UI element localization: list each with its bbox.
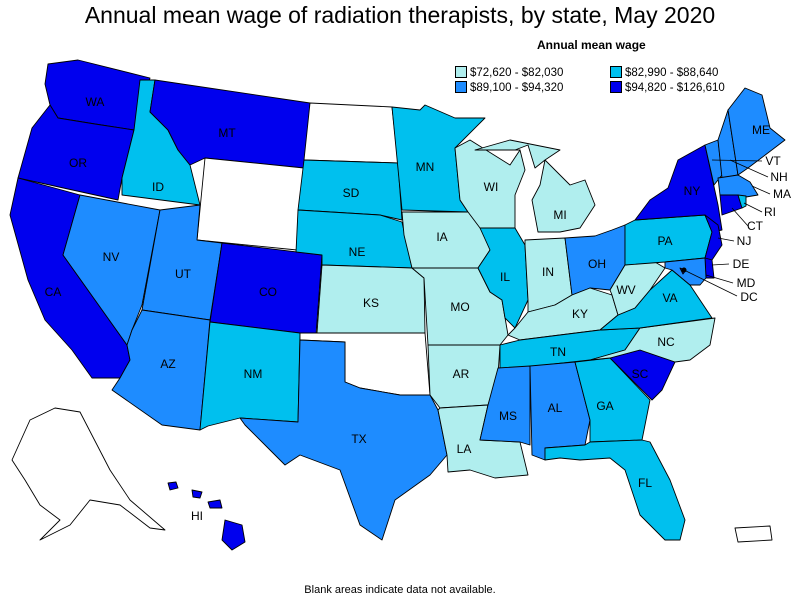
state-mn[interactable] (391, 104, 486, 213)
label-nj: NJ (737, 234, 752, 248)
label-hi: HI (191, 509, 203, 523)
label-nc: NC (657, 335, 675, 349)
label-or: OR (69, 156, 87, 170)
label-ne: NE (349, 245, 366, 259)
label-ct: CT (747, 219, 764, 233)
label-in: IN (542, 265, 554, 279)
label-il: IL (500, 270, 510, 284)
state-me[interactable] (727, 87, 786, 176)
label-dc: DC (740, 290, 758, 304)
state-hi[interactable] (167, 481, 246, 551)
label-mi: MI (553, 208, 566, 222)
label-ri: RI (764, 205, 776, 219)
state-nc[interactable] (589, 317, 716, 363)
state-wi[interactable] (454, 139, 526, 229)
label-de: DE (733, 257, 750, 271)
label-ma: MA (773, 187, 791, 201)
label-vt: VT (765, 154, 781, 168)
state-il[interactable] (477, 227, 529, 329)
label-nv: NV (103, 250, 120, 264)
label-ia: IA (436, 230, 447, 244)
legend-swatch (610, 81, 622, 93)
label-va: VA (662, 291, 677, 305)
label-ky: KY (572, 307, 588, 321)
legend-label: $72,620 - $82,030 (470, 67, 564, 79)
legend-swatch (610, 66, 622, 78)
label-sd: SD (343, 186, 360, 200)
label-az: AZ (160, 357, 175, 371)
legend-title: Annual mean wage (537, 38, 646, 52)
label-la: LA (457, 442, 472, 456)
label-wv: WV (616, 283, 635, 297)
dc-marker (681, 267, 687, 273)
label-me: ME (752, 123, 770, 137)
state-pr[interactable] (734, 525, 773, 543)
state-wv[interactable] (609, 261, 666, 316)
label-ut: UT (175, 267, 192, 281)
legend-item: $94,820 - $126,610 (610, 81, 725, 95)
state-wy[interactable] (196, 157, 305, 251)
label-mt: MT (218, 126, 236, 140)
legend-label: $89,100 - $94,320 (470, 82, 564, 94)
state-tx[interactable] (239, 339, 448, 541)
label-nh: NH (770, 170, 787, 184)
state-fl[interactable] (544, 439, 686, 541)
legend-swatch (455, 81, 467, 93)
label-ar: AR (453, 367, 470, 381)
state-nd[interactable] (303, 102, 399, 164)
state-ri[interactable] (737, 194, 747, 209)
label-nm: NM (244, 367, 263, 381)
state-ak[interactable] (11, 407, 166, 541)
state-mi[interactable] (474, 139, 596, 233)
footnote: Blank areas indicate data not available. (304, 584, 496, 596)
label-ks: KS (363, 296, 379, 310)
leader-lines (683, 159, 771, 297)
legend-swatch (455, 66, 467, 78)
label-tx: TX (351, 432, 366, 446)
label-mo: MO (450, 300, 469, 314)
label-sc: SC (632, 367, 649, 381)
legend-label: $82,990 - $88,640 (625, 67, 719, 79)
label-id: ID (152, 180, 164, 194)
label-fl: FL (638, 476, 652, 490)
legend-item: $72,620 - $82,030 (455, 66, 563, 80)
label-ms: MS (499, 409, 517, 423)
state-ks[interactable] (316, 264, 426, 334)
label-ca: CA (45, 285, 62, 299)
label-pa: PA (657, 234, 672, 248)
label-md: MD (737, 276, 756, 290)
label-tn: TN (550, 345, 566, 359)
label-oh: OH (588, 257, 606, 271)
state-sd[interactable] (297, 159, 403, 221)
label-ga: GA (596, 399, 613, 413)
label-wa: WA (86, 95, 105, 109)
label-al: AL (548, 401, 563, 415)
label-wi: WI (484, 180, 499, 194)
legend-item: $89,100 - $94,320 (455, 81, 563, 95)
page-title: Annual mean wage of radiation therapists… (84, 2, 716, 28)
label-mn: MN (416, 160, 435, 174)
legend-label: $94,820 - $126,610 (625, 82, 725, 94)
label-ny: NY (684, 184, 701, 198)
label-co: CO (259, 285, 277, 299)
legend-item: $82,990 - $88,640 (610, 66, 718, 80)
